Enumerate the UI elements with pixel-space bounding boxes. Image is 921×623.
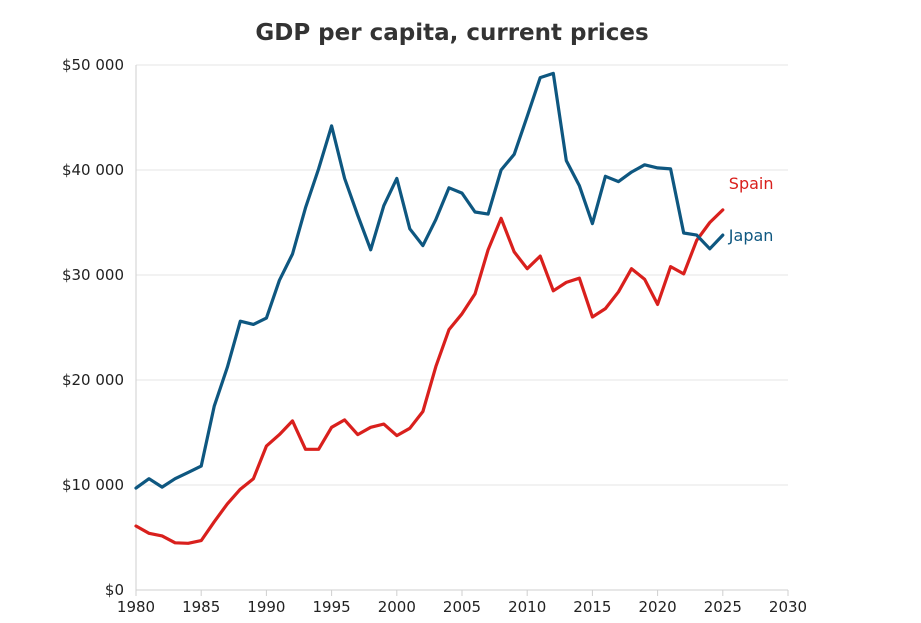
series-label-spain: Spain [729,174,774,193]
chart-title: GDP per capita, current prices [255,20,648,46]
series-line-spain [134,208,725,545]
x-tick-label: 2030 [769,598,807,616]
x-tick-label: 2015 [573,598,611,616]
series-line-japan [134,71,725,490]
x-tick-label: 2000 [378,598,416,616]
x-tick-label: 2020 [639,598,677,616]
y-tick-label: $10 000 [62,476,124,494]
series-labels: Spain Japan [728,174,774,245]
x-tick-label: 2005 [443,598,481,616]
series-label-japan: Japan [728,226,774,245]
x-tick-label: 2010 [508,598,546,616]
x-tick-label: 1985 [182,598,220,616]
x-tick-label: 1995 [313,598,351,616]
series-lines [134,71,725,545]
y-tick-label: $50 000 [62,56,124,74]
y-tick-label: $0 [105,581,124,599]
grid [136,64,788,486]
y-tick-label: $40 000 [62,161,124,179]
y-tick-label: $30 000 [62,266,124,284]
x-tick-label: 1980 [117,598,155,616]
y-tick-label: $20 000 [62,371,124,389]
x-tick-label: 1990 [247,598,285,616]
axes: $0 $10 000 $20 000 $30 000 $40 000 $50 000 198… [62,56,807,616]
x-tick-label: 2025 [704,598,742,616]
